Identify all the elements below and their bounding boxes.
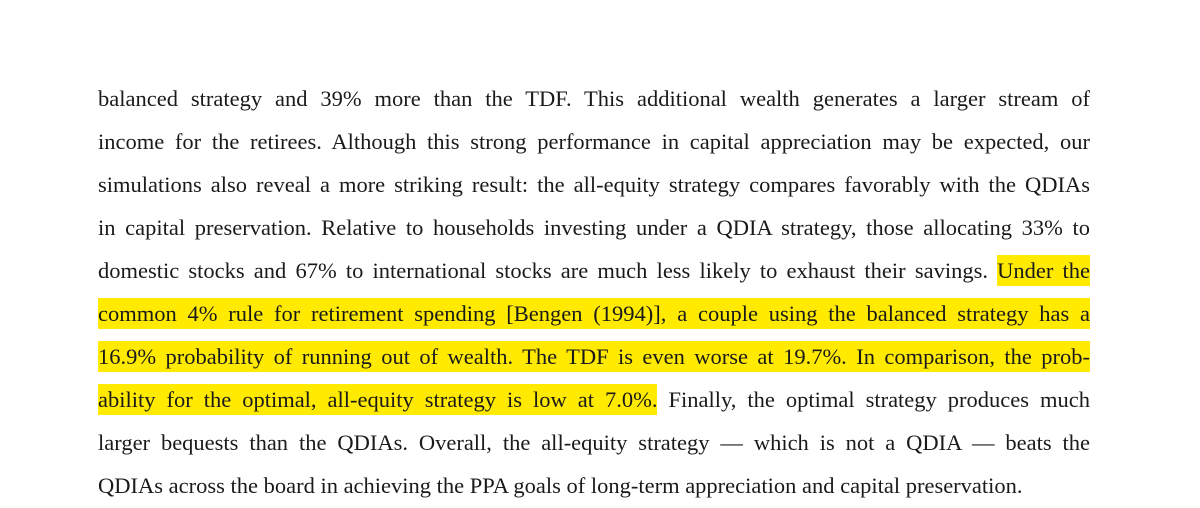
- text-line-4: in capital preservation. Relative to hou…: [98, 213, 1090, 243]
- line-text: domestic stocks and 67% to international…: [98, 258, 998, 283]
- text-line-1: balanced strategy and 39% more than the …: [98, 84, 1090, 114]
- line-text: larger bequests than the QDIAs. Overall,…: [98, 430, 1090, 455]
- line-text: in capital preservation. Relative to hou…: [98, 215, 1090, 240]
- text-line-2: income for the retirees. Although this s…: [98, 127, 1090, 157]
- line-text: balanced strategy and 39% more than the …: [98, 86, 1090, 111]
- text-line-9: larger bequests than the QDIAs. Overall,…: [98, 428, 1090, 458]
- highlighted-text: 16.9% probability of running out of weal…: [98, 341, 1090, 372]
- text-line-8: ability for the optimal, all-equity stra…: [98, 384, 1090, 415]
- line-text: QDIAs across the board in achieving the …: [98, 473, 1023, 498]
- line-text: income for the retirees. Although this s…: [98, 129, 1090, 154]
- text-line-5: domestic stocks and 67% to international…: [98, 255, 1090, 286]
- highlighted-text: ability for the optimal, all-equity stra…: [98, 384, 658, 415]
- text-line-3: simulations also reveal a more striking …: [98, 170, 1090, 200]
- text-line-7: 16.9% probability of running out of weal…: [98, 341, 1090, 372]
- text-line-6: common 4% rule for retirement spending […: [98, 298, 1090, 329]
- text-line-10: QDIAs across the board in achieving the …: [98, 471, 1090, 501]
- line-text: Finally, the optimal strategy produces m…: [657, 387, 1090, 412]
- highlighted-text: Under the: [997, 255, 1090, 286]
- highlighted-text: common 4% rule for retirement spending […: [98, 298, 1090, 329]
- line-text: simulations also reveal a more striking …: [98, 172, 1090, 197]
